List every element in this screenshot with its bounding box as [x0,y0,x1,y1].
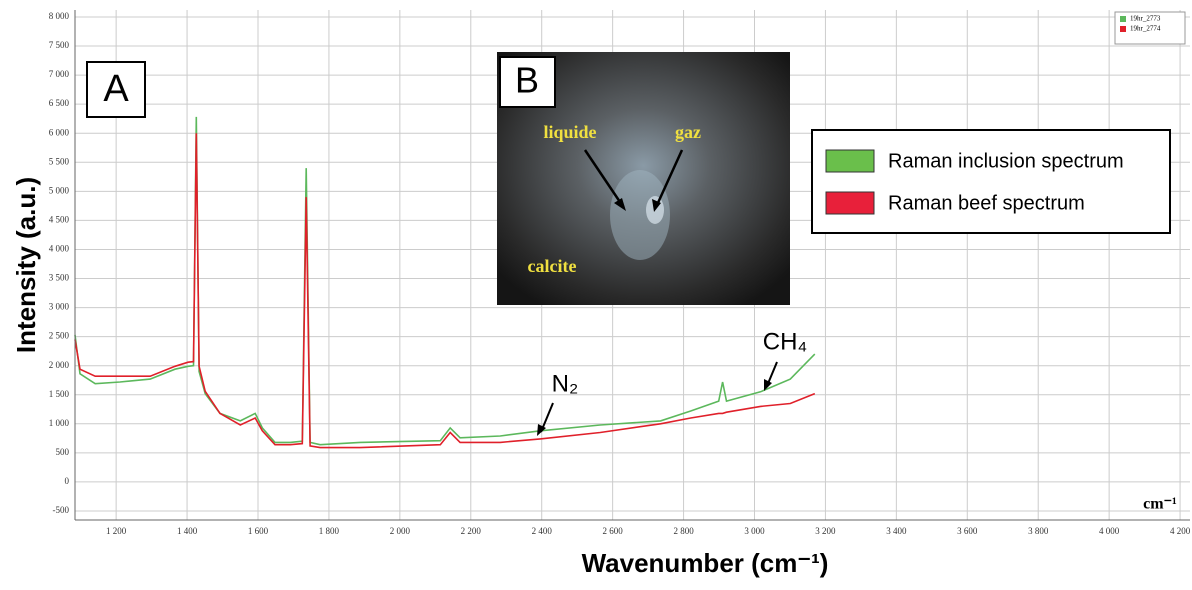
x-tick-label: 3 400 [886,526,907,536]
series-line [74,133,816,449]
x-tick-label: 1 600 [248,526,269,536]
x-tick-label: 2 800 [673,526,694,536]
y-tick-label: 3 000 [49,302,70,312]
y-tick-label: 4 500 [49,214,70,224]
y-axis-label: Intensity (a.u.) [11,177,41,353]
inset-label: liquide [543,122,596,142]
arrow [655,149,684,206]
x-tick-label: 1 400 [177,526,198,536]
x-axis-label: Wavenumber (cm⁻¹) [582,548,829,578]
key-box [811,129,1171,234]
y-tick-label: 2 500 [49,331,70,341]
x-tick-label: 2 400 [532,526,553,536]
y-tick-label: 5 500 [49,156,70,166]
arrow-head [652,199,661,212]
key-swatch [825,191,875,215]
key-label: Raman beef spectrum [888,192,1085,214]
key-label: Raman inclusion spectrum [888,150,1124,172]
y-tick-label: 500 [56,447,70,457]
panel-a-label: A [103,68,129,110]
legend-swatch [1120,26,1126,32]
unit-label: cm⁻¹ [1143,496,1177,513]
ch4-label: CH₄ [763,328,807,355]
y-tick-label: 2 000 [49,360,70,370]
y-tick-label: 5 000 [49,185,70,195]
y-tick-label: 7 000 [49,69,70,79]
x-tick-label: 3 600 [957,526,978,536]
n2-label: N₂ [552,370,579,397]
y-tick-label: 6 000 [49,127,70,137]
x-tick-label: 4 200 [1170,526,1191,536]
x-tick-label: 2 000 [390,526,411,536]
panel-b-box [499,56,556,108]
x-tick-label: 2 600 [603,526,624,536]
x-tick-label: 1 800 [319,526,340,536]
y-tick-label: 3 500 [49,273,70,283]
x-tick-label: 3 200 [815,526,836,536]
key-swatch [825,149,875,173]
arrow-head [614,198,626,211]
x-tick-label: 2 200 [461,526,482,536]
inset-label: calcite [528,256,577,276]
y-tick-label: 8 000 [49,11,70,21]
x-tick-label: 3 800 [1028,526,1049,536]
arrow [583,149,624,206]
inclusion [610,170,670,260]
y-tick-label: 1 000 [49,418,70,428]
y-tick-label: 4 000 [49,244,70,254]
y-tick-label: -500 [53,505,70,515]
legend-label: 19hr_2774 [1130,25,1161,33]
panel-a-box [86,61,146,118]
y-tick-label: 6 500 [49,98,70,108]
x-tick-label: 4 000 [1099,526,1120,536]
legend-swatch [1120,16,1126,22]
panel-b-label: B [515,60,539,101]
y-tick-label: 1 500 [49,389,70,399]
y-tick-label: 7 500 [49,40,70,50]
arrow-head [537,424,546,436]
inset-photo: B liquide gaz calcite [497,52,790,305]
legend-label: 19hr_2773 [1130,15,1161,23]
y-tick-label: 0 [65,476,70,486]
x-tick-label: 3 000 [744,526,765,536]
inset-label: gaz [675,122,701,142]
legend-box [1114,11,1186,45]
arrow-head [764,379,772,391]
x-tick-label: 1 200 [106,526,127,536]
